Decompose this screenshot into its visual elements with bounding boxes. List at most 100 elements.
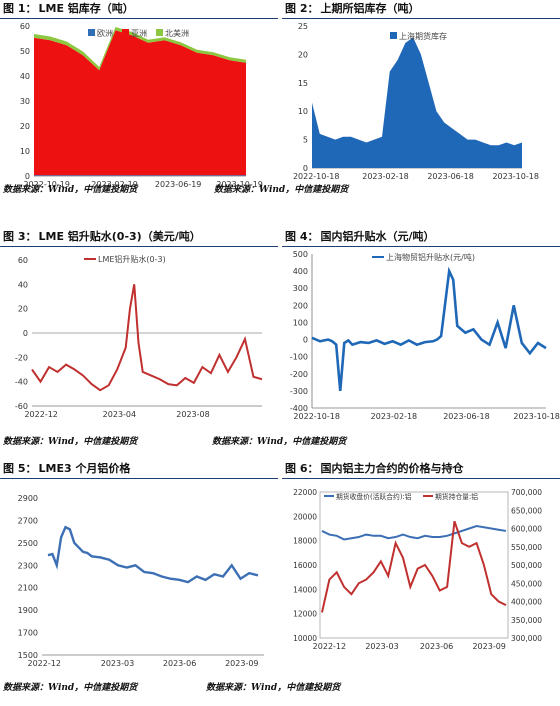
x-tick-label: 2023-09	[472, 642, 505, 651]
y-tick-label: 40	[18, 280, 28, 289]
y-tick-label: -200	[290, 370, 308, 379]
y-tick-label: 1500	[18, 651, 38, 660]
y-right-tick-label: 300,000	[511, 634, 542, 643]
chart-title: 图 2： 上期所铝库存（吨）	[282, 0, 560, 19]
y-tick-label: 0	[303, 336, 308, 345]
x-tick-label: 2023-06-19	[155, 180, 202, 189]
x-tick-label: 2023-09	[225, 659, 258, 668]
y-tick-label: 40	[20, 72, 30, 81]
legend-label: 亚洲	[131, 29, 147, 38]
source-note: 数据来源：Wind，中信建投期货	[3, 683, 138, 693]
y-right-tick-label: 650,000	[511, 506, 542, 515]
y-right-tick-label: 350,000	[511, 616, 542, 625]
x-tick-label: 2022-10-18	[293, 412, 340, 421]
legend-swatch	[156, 29, 163, 36]
legend-label: 期货持仓量:铝	[435, 492, 478, 501]
chart-title: 图 1： LME 铝库存（吨）	[0, 0, 278, 19]
x-tick-label: 2022-12	[28, 659, 61, 668]
y-tick-label: 15	[298, 79, 308, 88]
area-series	[34, 30, 246, 176]
y-tick-label: 20	[18, 305, 28, 314]
y-right-tick-label: 600,000	[511, 525, 542, 534]
x-tick-label: 2023-06-18	[443, 412, 490, 421]
x-tick-label: 2023-03	[101, 659, 134, 668]
chart-lme-spread: -60 -40 -20 0 20 40 60 2022-12 2023-04 2023-08 LME…	[15, 254, 263, 419]
y-tick-label: 1900	[18, 606, 38, 615]
y-tick-label: 60	[18, 256, 28, 265]
legend-label: 欧洲	[97, 28, 113, 38]
y-tick-label: -60	[15, 402, 28, 411]
y-tick-label: 50	[20, 47, 30, 56]
y-right-tick-label: 400,000	[511, 598, 542, 607]
y-tick-label: 2100	[18, 584, 38, 593]
y-tick-label: 25	[298, 22, 308, 31]
x-tick-label: 2023-06-18	[427, 172, 474, 181]
y-left-tick-label: 14000	[293, 585, 317, 594]
x-tick-label: 2023-08	[176, 410, 209, 419]
y-tick-label: 20	[20, 122, 30, 131]
panel-4: 图 4： 国内铝升贴水（元/吨） -400 -300 -200 -100 0 100 200 3…	[212, 228, 560, 450]
y-tick-label: 300	[293, 284, 308, 293]
legend-label: 上海期货库存	[399, 31, 447, 41]
area-series	[34, 27, 246, 71]
y-tick-label: 2700	[18, 516, 38, 525]
legend-label: 上海物贸铝升贴水(元/吨)	[386, 252, 475, 262]
source-note: 数据来源：Wind，中信建投期货	[212, 437, 347, 447]
y-tick-label: 10	[298, 107, 308, 116]
y-right-tick-label: 450,000	[511, 579, 542, 588]
x-tick-label: 2023-02-18	[371, 412, 418, 421]
legend-label: 北美洲	[165, 28, 189, 38]
y-tick-label: -100	[290, 353, 308, 362]
x-tick-label: 2023-06	[420, 642, 453, 651]
y-tick-label: 0	[303, 164, 308, 173]
y-tick-label: 200	[293, 301, 308, 310]
y-left-tick-label: 12000	[293, 610, 317, 619]
y-tick-label: 10	[20, 147, 30, 156]
x-tick-label: 2022-10-19	[23, 180, 70, 189]
legend-swatch	[390, 32, 397, 39]
y-tick-label: 0	[23, 329, 28, 338]
y-left-tick-label: 10000	[293, 634, 317, 643]
y-tick-label: 2300	[18, 561, 38, 570]
y-left-tick-label: 16000	[293, 561, 317, 570]
x-tick-label: 2022-12	[24, 410, 57, 419]
x-tick-label: 2023-10-18	[513, 412, 560, 421]
y-left-tick-label: 22000	[293, 488, 317, 497]
x-tick-label: 2023-02-18	[362, 172, 409, 181]
line-series	[31, 284, 263, 392]
y-tick-label: 100	[293, 318, 308, 327]
legend-label: LME铝升贴水(0-3)	[98, 254, 166, 264]
y-tick-label: -300	[290, 387, 308, 396]
plot-frame	[319, 491, 509, 639]
legend-label: 期货收盘价(活跃合约):铝	[336, 492, 412, 501]
y-tick-label: 20	[298, 50, 308, 59]
y-tick-label: 2500	[18, 539, 38, 548]
y-right-tick-label: 500,000	[511, 561, 542, 570]
y-tick-label: 5	[303, 136, 308, 145]
x-tick-label: 2023-04	[103, 410, 136, 419]
line-series	[311, 266, 547, 392]
y-tick-label: 2900	[18, 494, 38, 503]
y-tick-label: 400	[293, 267, 308, 276]
x-tick-label: 2023-03	[365, 642, 398, 651]
y-tick-label: 1700	[18, 629, 38, 638]
chart-title: 图 6： 国内铝主力合约的价格与持仓	[282, 460, 560, 479]
line-series	[321, 525, 507, 541]
y-tick-label: -400	[290, 404, 308, 413]
y-tick-label: 0	[25, 172, 30, 181]
y-right-tick-label: 700,000	[511, 488, 542, 497]
panel-3: 图 3： LME 铝升贴水(0-3)（美元/吨） -60 -40 -20 0 20 40 60…	[0, 228, 278, 450]
line-series	[47, 525, 259, 584]
legend-swatch	[88, 29, 95, 36]
source-note: 数据来源：Wind，中信建投期货	[3, 437, 138, 447]
y-tick-label: 500	[293, 250, 308, 259]
legend-swatch	[122, 29, 129, 36]
chart-lme3-price: 1500 1700 1900 2100 2300 2500 2700 2900 2022-12 2…	[18, 494, 264, 668]
chart-title: 图 3： LME 铝升贴水(0-3)（美元/吨）	[0, 228, 278, 247]
y-tick-label: 60	[20, 22, 30, 31]
panel-1: 图 1： LME 铝库存（吨） 0 10 20 30 40 50 60 2022-10-19 20…	[0, 0, 278, 200]
x-tick-label: 2023-10-19	[216, 180, 263, 189]
x-tick-label: 2023-06	[163, 659, 196, 668]
y-tick-label: -20	[15, 353, 28, 362]
x-tick-label: 2022-10-18	[293, 172, 340, 181]
